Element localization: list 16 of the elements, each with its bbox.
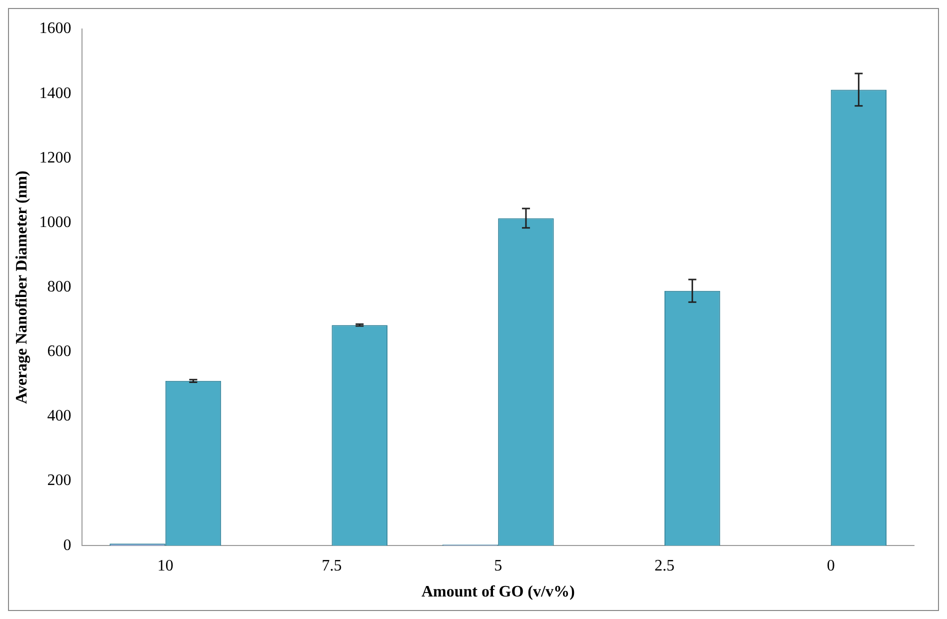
- x-tick-label: 2.5: [654, 557, 674, 574]
- y-tick-label: 200: [47, 472, 72, 490]
- y-tick-label: 0: [63, 536, 72, 554]
- x-axis-title: Amount of GO (v/v%): [421, 584, 575, 601]
- y-tick-label: 1400: [39, 84, 72, 102]
- x-tick-label: 10: [157, 557, 174, 574]
- y-tick-label: 1600: [39, 20, 72, 38]
- x-tick-label: 7.5: [322, 557, 342, 574]
- x-tick-label: 5: [494, 557, 502, 574]
- y-tick-label: 800: [47, 278, 72, 296]
- y-tick-label: 1200: [39, 149, 72, 166]
- y-axis-title: Average Nanofiber Diameter (nm): [14, 170, 31, 404]
- y-tick-label: 400: [47, 408, 72, 425]
- x-tick-label: 0: [826, 557, 835, 574]
- y-tick-label: 600: [47, 343, 72, 360]
- y-tick-label: 1000: [39, 214, 72, 231]
